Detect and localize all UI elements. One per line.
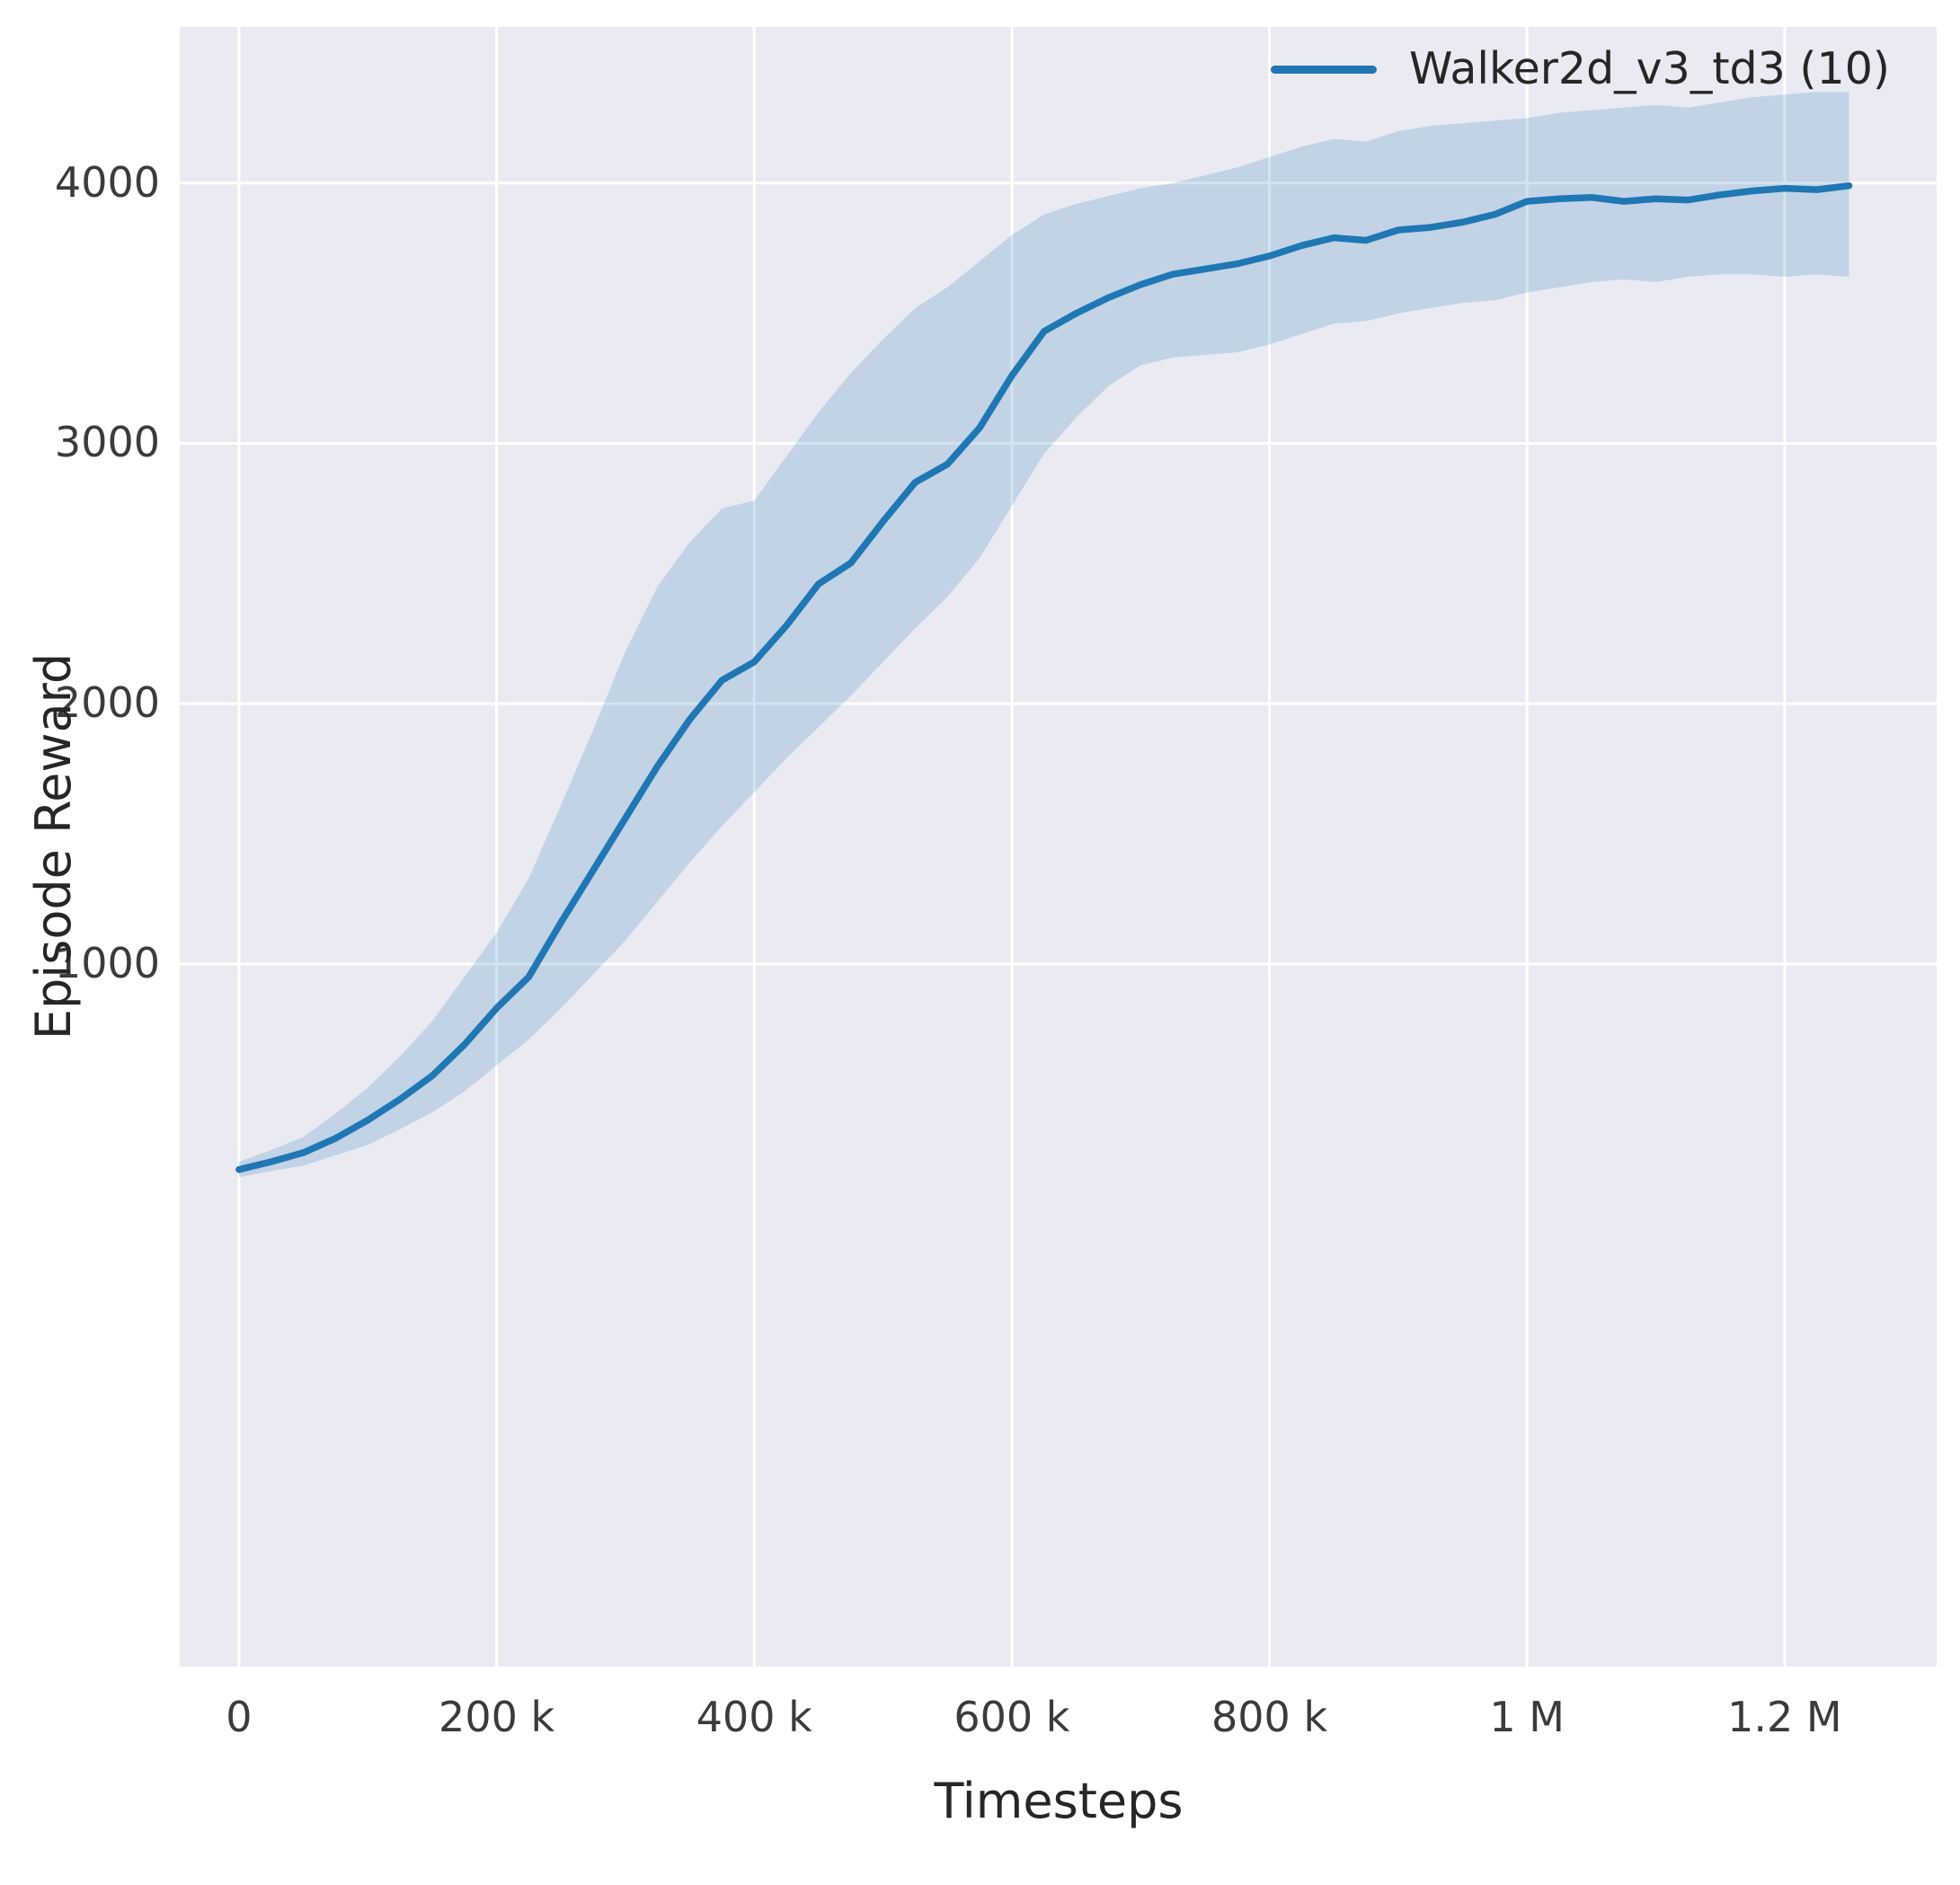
x-tick-label: 600 k — [953, 1693, 1070, 1741]
y-tick-label: 3000 — [54, 418, 160, 467]
x-tick-label: 0 — [226, 1693, 253, 1741]
x-tick-label: 200 k — [439, 1693, 555, 1741]
legend-line-sample — [1271, 65, 1378, 74]
plot-area — [180, 27, 1937, 1667]
x-tick-label: 1 M — [1489, 1693, 1565, 1741]
x-axis-label: Timesteps — [934, 1773, 1184, 1829]
x-tick-label: 800 k — [1211, 1693, 1328, 1741]
y-axis-label: Episode Reward — [25, 652, 82, 1040]
x-tick-label: 1.2 M — [1727, 1693, 1842, 1741]
legend-label: Walker2d_v3_td3 (10) — [1409, 43, 1890, 94]
x-tick-label: 400 k — [696, 1693, 812, 1741]
y-tick-label: 4000 — [54, 157, 160, 207]
legend: Walker2d_v3_td3 (10) — [1271, 43, 1890, 96]
